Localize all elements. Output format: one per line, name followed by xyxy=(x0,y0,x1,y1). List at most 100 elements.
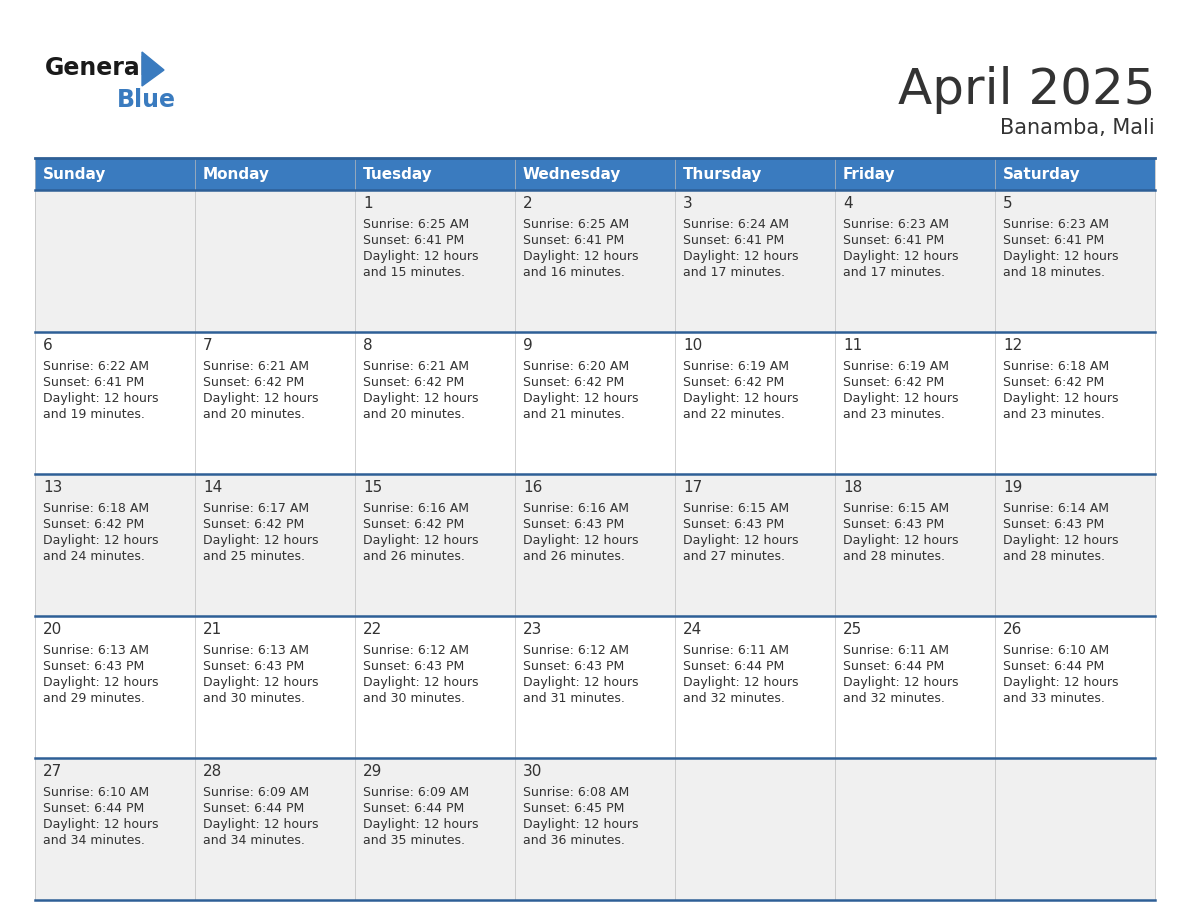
Text: and 30 minutes.: and 30 minutes. xyxy=(364,692,465,705)
Text: Wednesday: Wednesday xyxy=(523,166,621,182)
Text: Sunrise: 6:13 AM: Sunrise: 6:13 AM xyxy=(203,644,309,657)
Text: and 24 minutes.: and 24 minutes. xyxy=(43,550,145,563)
Text: and 21 minutes.: and 21 minutes. xyxy=(523,408,625,421)
Text: Sunset: 6:43 PM: Sunset: 6:43 PM xyxy=(364,660,465,673)
Text: Sunset: 6:42 PM: Sunset: 6:42 PM xyxy=(523,376,624,389)
Text: Sunset: 6:44 PM: Sunset: 6:44 PM xyxy=(683,660,784,673)
Text: and 34 minutes.: and 34 minutes. xyxy=(43,834,145,847)
Text: Daylight: 12 hours: Daylight: 12 hours xyxy=(1003,534,1118,547)
Text: Sunrise: 6:18 AM: Sunrise: 6:18 AM xyxy=(1003,360,1110,373)
Text: 9: 9 xyxy=(523,338,532,353)
Polygon shape xyxy=(143,52,164,86)
Text: Sunrise: 6:08 AM: Sunrise: 6:08 AM xyxy=(523,786,630,799)
Text: 15: 15 xyxy=(364,480,383,495)
Text: Sunset: 6:41 PM: Sunset: 6:41 PM xyxy=(43,376,144,389)
Text: Sunrise: 6:19 AM: Sunrise: 6:19 AM xyxy=(843,360,949,373)
Text: and 36 minutes.: and 36 minutes. xyxy=(523,834,625,847)
Text: Sunrise: 6:09 AM: Sunrise: 6:09 AM xyxy=(203,786,309,799)
Text: Daylight: 12 hours: Daylight: 12 hours xyxy=(43,818,158,831)
Text: Sunrise: 6:22 AM: Sunrise: 6:22 AM xyxy=(43,360,148,373)
Text: Daylight: 12 hours: Daylight: 12 hours xyxy=(843,676,959,689)
Text: and 30 minutes.: and 30 minutes. xyxy=(203,692,305,705)
Text: Sunrise: 6:21 AM: Sunrise: 6:21 AM xyxy=(203,360,309,373)
Text: 6: 6 xyxy=(43,338,52,353)
Text: Sunrise: 6:23 AM: Sunrise: 6:23 AM xyxy=(843,218,949,231)
Text: Sunset: 6:43 PM: Sunset: 6:43 PM xyxy=(523,660,624,673)
Text: Daylight: 12 hours: Daylight: 12 hours xyxy=(523,250,638,263)
Text: 1: 1 xyxy=(364,196,373,211)
Text: Sunrise: 6:21 AM: Sunrise: 6:21 AM xyxy=(364,360,469,373)
Text: and 16 minutes.: and 16 minutes. xyxy=(523,266,625,279)
Text: Sunrise: 6:25 AM: Sunrise: 6:25 AM xyxy=(523,218,630,231)
Text: Sunrise: 6:15 AM: Sunrise: 6:15 AM xyxy=(843,502,949,515)
Text: Sunrise: 6:10 AM: Sunrise: 6:10 AM xyxy=(1003,644,1110,657)
Text: Daylight: 12 hours: Daylight: 12 hours xyxy=(843,534,959,547)
Text: Sunrise: 6:09 AM: Sunrise: 6:09 AM xyxy=(364,786,469,799)
Text: Sunrise: 6:23 AM: Sunrise: 6:23 AM xyxy=(1003,218,1110,231)
Text: Sunset: 6:45 PM: Sunset: 6:45 PM xyxy=(523,802,625,815)
Text: and 15 minutes.: and 15 minutes. xyxy=(364,266,465,279)
Text: Sunrise: 6:12 AM: Sunrise: 6:12 AM xyxy=(523,644,628,657)
Text: and 29 minutes.: and 29 minutes. xyxy=(43,692,145,705)
Text: and 34 minutes.: and 34 minutes. xyxy=(203,834,305,847)
Bar xyxy=(34,158,1155,190)
Text: Daylight: 12 hours: Daylight: 12 hours xyxy=(203,676,318,689)
Text: Sunset: 6:43 PM: Sunset: 6:43 PM xyxy=(523,518,624,531)
Text: April 2025: April 2025 xyxy=(897,66,1155,114)
Text: Tuesday: Tuesday xyxy=(364,166,432,182)
Text: Sunset: 6:42 PM: Sunset: 6:42 PM xyxy=(364,518,465,531)
Text: and 25 minutes.: and 25 minutes. xyxy=(203,550,305,563)
Text: and 26 minutes.: and 26 minutes. xyxy=(523,550,625,563)
Text: 21: 21 xyxy=(203,622,222,637)
Text: and 32 minutes.: and 32 minutes. xyxy=(683,692,785,705)
Text: Daylight: 12 hours: Daylight: 12 hours xyxy=(523,676,638,689)
Text: Sunrise: 6:16 AM: Sunrise: 6:16 AM xyxy=(523,502,628,515)
Text: and 35 minutes.: and 35 minutes. xyxy=(364,834,465,847)
Text: 26: 26 xyxy=(1003,622,1023,637)
Text: Banamba, Mali: Banamba, Mali xyxy=(1000,118,1155,138)
Text: and 17 minutes.: and 17 minutes. xyxy=(843,266,944,279)
Text: 28: 28 xyxy=(203,764,222,779)
Text: General: General xyxy=(45,56,148,80)
Text: Daylight: 12 hours: Daylight: 12 hours xyxy=(364,250,479,263)
Text: Daylight: 12 hours: Daylight: 12 hours xyxy=(683,392,798,405)
Text: 23: 23 xyxy=(523,622,543,637)
Text: Daylight: 12 hours: Daylight: 12 hours xyxy=(523,392,638,405)
Text: and 23 minutes.: and 23 minutes. xyxy=(843,408,944,421)
Text: 17: 17 xyxy=(683,480,702,495)
Text: 3: 3 xyxy=(683,196,693,211)
Text: Daylight: 12 hours: Daylight: 12 hours xyxy=(364,392,479,405)
Text: Sunset: 6:43 PM: Sunset: 6:43 PM xyxy=(43,660,144,673)
Text: Daylight: 12 hours: Daylight: 12 hours xyxy=(364,676,479,689)
Text: Sunset: 6:43 PM: Sunset: 6:43 PM xyxy=(683,518,784,531)
Text: and 26 minutes.: and 26 minutes. xyxy=(364,550,465,563)
Text: and 27 minutes.: and 27 minutes. xyxy=(683,550,785,563)
Text: and 28 minutes.: and 28 minutes. xyxy=(1003,550,1105,563)
Text: and 23 minutes.: and 23 minutes. xyxy=(1003,408,1105,421)
Text: and 32 minutes.: and 32 minutes. xyxy=(843,692,944,705)
Text: Blue: Blue xyxy=(116,88,176,112)
Text: and 22 minutes.: and 22 minutes. xyxy=(683,408,785,421)
Text: Sunrise: 6:12 AM: Sunrise: 6:12 AM xyxy=(364,644,469,657)
Text: 29: 29 xyxy=(364,764,383,779)
Text: Monday: Monday xyxy=(203,166,270,182)
Text: and 20 minutes.: and 20 minutes. xyxy=(364,408,465,421)
Text: Sunset: 6:42 PM: Sunset: 6:42 PM xyxy=(843,376,944,389)
Text: Sunrise: 6:20 AM: Sunrise: 6:20 AM xyxy=(523,360,630,373)
Text: Sunset: 6:42 PM: Sunset: 6:42 PM xyxy=(203,376,304,389)
Text: 25: 25 xyxy=(843,622,862,637)
Text: Sunrise: 6:24 AM: Sunrise: 6:24 AM xyxy=(683,218,789,231)
Text: Sunset: 6:44 PM: Sunset: 6:44 PM xyxy=(43,802,144,815)
Text: Sunrise: 6:13 AM: Sunrise: 6:13 AM xyxy=(43,644,148,657)
Text: Sunset: 6:41 PM: Sunset: 6:41 PM xyxy=(683,234,784,247)
Text: and 31 minutes.: and 31 minutes. xyxy=(523,692,625,705)
Bar xyxy=(34,474,1155,616)
Text: 13: 13 xyxy=(43,480,63,495)
Text: Daylight: 12 hours: Daylight: 12 hours xyxy=(43,392,158,405)
Text: Daylight: 12 hours: Daylight: 12 hours xyxy=(683,250,798,263)
Text: Sunset: 6:42 PM: Sunset: 6:42 PM xyxy=(364,376,465,389)
Text: 7: 7 xyxy=(203,338,213,353)
Text: 16: 16 xyxy=(523,480,543,495)
Text: 10: 10 xyxy=(683,338,702,353)
Text: Sunset: 6:42 PM: Sunset: 6:42 PM xyxy=(203,518,304,531)
